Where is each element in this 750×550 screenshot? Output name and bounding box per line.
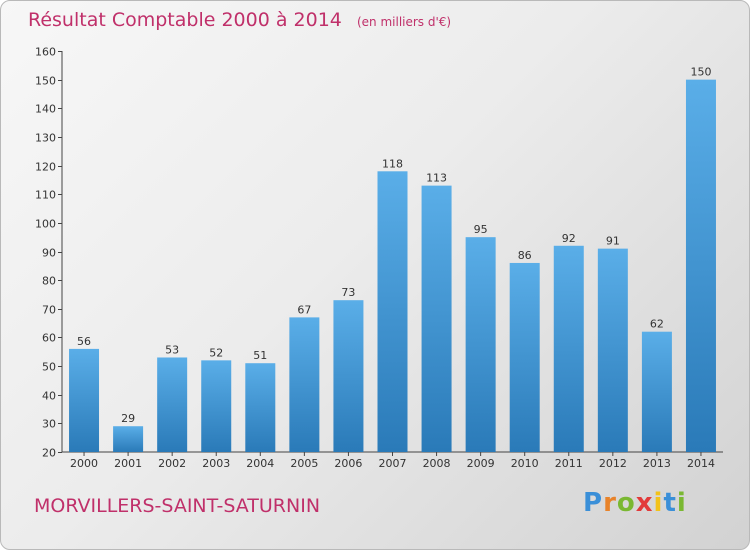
bar [289, 317, 320, 452]
bar [113, 426, 144, 452]
bar-value-label: 53 [165, 343, 179, 356]
chart-unit: (en milliers d'€) [356, 15, 452, 29]
logo-letter: x [635, 488, 654, 518]
x-tick-label: 2013 [643, 457, 671, 470]
bar-value-label: 62 [650, 318, 664, 331]
x-tick-label: 2005 [290, 457, 318, 470]
chart-title: Résultat Comptable 2000 à 2014 [28, 9, 342, 31]
x-tick-label: 2010 [511, 457, 539, 470]
x-tick-label: 2009 [467, 457, 495, 470]
bar-value-label: 86 [518, 249, 532, 262]
proxiti-logo: Proxiti [583, 488, 687, 518]
bar-value-label: 92 [562, 232, 576, 245]
bar [421, 185, 452, 452]
x-tick-label: 2007 [379, 457, 407, 470]
y-tick-label: 20 [42, 447, 56, 460]
bar-value-label: 91 [606, 235, 620, 248]
y-tick-label: 80 [42, 275, 56, 288]
bar [157, 357, 188, 452]
logo-letter: i [676, 488, 687, 518]
y-tick-label: 150 [35, 75, 56, 88]
y-tick-label: 130 [35, 132, 56, 145]
x-tick-label: 2008 [423, 457, 451, 470]
bar-value-label: 150 [690, 66, 711, 79]
bar [333, 300, 364, 452]
x-tick-label: 2006 [334, 457, 362, 470]
bar-value-label: 67 [297, 303, 311, 316]
x-tick-label: 2014 [687, 457, 715, 470]
y-tick-label: 90 [42, 247, 56, 260]
x-tick-label: 2002 [158, 457, 186, 470]
bar [377, 171, 408, 453]
y-tick-label: 120 [35, 161, 56, 174]
bar [597, 248, 628, 452]
bar-value-label: 73 [341, 286, 355, 299]
logo-letter: t [663, 488, 677, 518]
bar-value-label: 52 [209, 346, 223, 359]
bar [465, 237, 496, 452]
bar-value-label: 118 [382, 157, 403, 170]
bar [245, 363, 276, 452]
bar [685, 79, 716, 453]
logo-letter: r [603, 488, 617, 518]
x-tick-label: 2000 [70, 457, 98, 470]
bar [69, 348, 100, 452]
bar [553, 245, 584, 452]
y-tick-label: 50 [42, 361, 56, 374]
y-tick-label: 70 [42, 304, 56, 317]
chart-title-block: Résultat Comptable 2000 à 2014 (en milli… [28, 9, 451, 31]
logo-letter: o [616, 488, 636, 518]
y-tick-label: 110 [35, 189, 56, 202]
y-tick-label: 40 [42, 390, 56, 403]
x-tick-label: 2003 [202, 457, 230, 470]
bar-value-label: 113 [426, 172, 447, 185]
x-tick-label: 2001 [114, 457, 142, 470]
bar-value-label: 29 [121, 412, 135, 425]
bar-value-label: 56 [77, 335, 91, 348]
y-tick-label: 140 [35, 103, 56, 116]
bar [201, 360, 232, 452]
x-tick-label: 2011 [555, 457, 583, 470]
y-tick-label: 60 [42, 332, 56, 345]
y-tick-label: 100 [35, 218, 56, 231]
bar [509, 262, 540, 452]
y-tick-label: 160 [35, 46, 56, 59]
x-tick-label: 2012 [599, 457, 627, 470]
x-tick-label: 2004 [246, 457, 274, 470]
logo-letter: P [583, 488, 604, 518]
bar-value-label: 51 [253, 349, 267, 362]
logo-letter: i [653, 488, 664, 518]
y-tick-label: 30 [42, 418, 56, 431]
bar-value-label: 95 [474, 223, 488, 236]
commune-name: MORVILLERS-SAINT-SATURNIN [34, 495, 321, 517]
bar [641, 331, 672, 452]
